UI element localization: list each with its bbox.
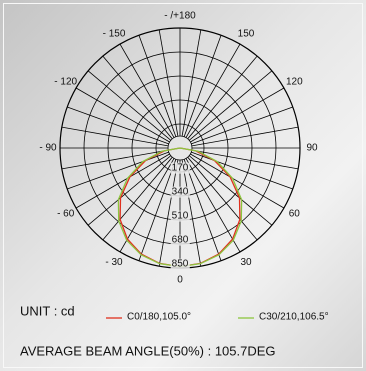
spoke: [158, 29, 179, 137]
spoke: [188, 70, 273, 141]
footer: AVERAGE BEAM ANGLE(50%) : 105.7DEG: [20, 343, 276, 358]
spoke: [190, 87, 285, 143]
spoke: [61, 126, 169, 147]
spoke: [191, 149, 299, 170]
r-tick-label: 850: [172, 259, 189, 270]
spoke: [181, 159, 202, 267]
frame: [3, 3, 363, 368]
r-tick-bg: [170, 258, 190, 270]
angle-tick-label: 30: [240, 257, 252, 268]
spoke: [67, 151, 169, 190]
r-tick-bg: [170, 186, 190, 198]
r-tick-bg: [170, 162, 190, 174]
spoke: [183, 159, 222, 261]
spoke: [185, 43, 241, 138]
spoke: [190, 153, 285, 209]
angle-tick-label: - 150: [103, 28, 126, 39]
legend-label: C0/180,105.0°: [127, 312, 191, 323]
angle-tick-label: - /+180: [164, 11, 196, 22]
spoke: [67, 106, 169, 145]
r-tick-bg: [170, 234, 190, 246]
spoke: [191, 126, 299, 147]
spoke: [183, 35, 222, 137]
unit-label: UNIT : cd: [20, 303, 75, 318]
spoke: [138, 35, 177, 137]
r-tick-label: 680: [172, 235, 189, 246]
r-tick-label: 170: [172, 163, 189, 174]
spoke: [75, 153, 170, 209]
spoke: [187, 156, 258, 241]
spoke: [188, 155, 273, 226]
spoke: [191, 106, 293, 145]
spoke: [61, 149, 169, 170]
spoke: [138, 159, 177, 261]
angle-tick-label: 60: [289, 209, 301, 220]
inner-ring: [167, 135, 193, 161]
angle-tick-label: - 120: [54, 77, 77, 88]
spoke: [102, 156, 173, 241]
angle-tick-label: - 60: [57, 209, 75, 220]
spoke: [158, 159, 179, 267]
r-tick-label: 340: [172, 187, 189, 198]
angle-tick-label: - 30: [105, 257, 123, 268]
spoke: [119, 158, 175, 253]
spoke: [181, 29, 202, 137]
spoke: [87, 155, 172, 226]
spoke: [185, 158, 241, 253]
legend-label: C30/210,106.5°: [259, 312, 329, 323]
spoke: [119, 43, 175, 138]
angle-tick-label: 150: [238, 28, 255, 39]
r-tick-bg: [170, 210, 190, 222]
spoke: [75, 87, 170, 143]
angle-tick-label: - 90: [39, 143, 57, 154]
spoke: [102, 55, 173, 140]
spoke: [191, 151, 293, 190]
r-tick-label: 510: [172, 211, 189, 222]
angle-tick-label: 120: [286, 77, 303, 88]
spoke: [87, 70, 172, 141]
angle-tick-label: 90: [306, 143, 318, 154]
angle-tick-label: 0: [177, 275, 183, 286]
spoke: [187, 55, 258, 140]
